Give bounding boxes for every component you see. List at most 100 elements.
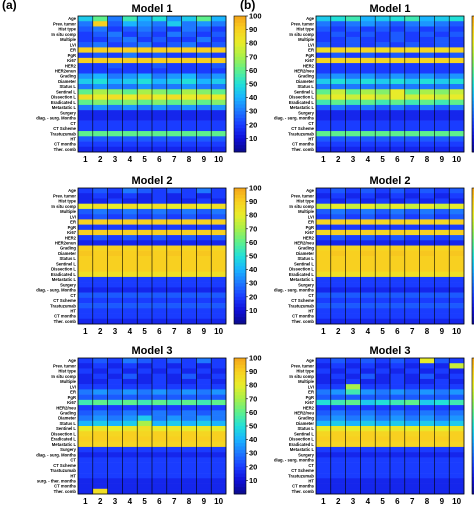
p3-cell — [196, 399, 212, 406]
p5-cell — [360, 266, 376, 272]
p4-cell — [434, 120, 450, 127]
p6-xtick-label: 10 — [452, 497, 461, 506]
p6-cell — [375, 478, 391, 484]
p2-cell — [122, 235, 138, 241]
p4-xtick-label: 3 — [351, 155, 356, 164]
p2-cell — [122, 276, 138, 283]
p3-cell — [92, 446, 108, 453]
p1-cell — [122, 68, 138, 74]
p4-ytick-label: HT — [308, 136, 314, 141]
p6-cell — [404, 446, 420, 453]
p6-ytick-label: Hist type — [296, 369, 314, 374]
p3-colorbar-segment — [234, 402, 246, 406]
p6-cell — [434, 358, 450, 364]
p5-cell — [390, 208, 406, 215]
p6-cell — [449, 478, 465, 484]
p4-cell — [390, 120, 406, 127]
p6-cell — [434, 389, 450, 395]
p3-cell — [78, 462, 94, 469]
p5-cell — [419, 318, 435, 325]
p4-colorbar-segment — [472, 36, 474, 41]
p1-cell — [152, 36, 168, 43]
p3-colorbar-segment — [234, 477, 246, 481]
p2-xtick-label: 3 — [113, 327, 118, 336]
p5-ytick-label: HER2/neu — [294, 240, 314, 245]
p2-ytick-label: Eradicated L — [51, 272, 77, 277]
p4-cell — [434, 42, 450, 48]
p4-ytick-label: Prev. tumor — [291, 21, 314, 26]
p6-colorbar-segment — [472, 490, 474, 495]
p5-cell — [360, 208, 376, 215]
p2-cell — [152, 256, 168, 262]
p3-cell — [196, 441, 212, 448]
p5-colorbar-segment — [472, 320, 474, 325]
p1-cell — [181, 57, 197, 64]
p3-cell — [78, 467, 94, 474]
p2-ytick-label: Dissection L — [51, 267, 76, 272]
p5-cell — [360, 224, 376, 231]
p3-cell — [196, 378, 212, 385]
p1-cell — [137, 99, 153, 106]
p2-cell — [196, 313, 212, 320]
p2-colorbar-tick-label: 60 — [249, 238, 257, 247]
p3-cell — [152, 410, 168, 416]
p4-cell — [330, 73, 346, 80]
p1-ytick-label: In situ comp — [51, 32, 76, 37]
p1-cell — [122, 36, 138, 43]
p1-cell — [166, 89, 182, 95]
p4-cell — [449, 141, 465, 148]
p1-ytick-label: Ther. comb — [54, 147, 77, 152]
p4-cell — [404, 125, 420, 132]
p6-cell — [419, 368, 435, 374]
p5-cell — [449, 229, 465, 236]
p4-colorbar-segment — [472, 73, 474, 78]
p1-cell — [196, 99, 212, 106]
p2-cell — [137, 214, 153, 220]
p1-colorbar-segment — [234, 63, 246, 68]
p4-cell — [345, 146, 361, 153]
p5-cell — [390, 256, 406, 262]
p1-colorbar-tick-label: 70 — [249, 52, 257, 61]
p1-cell — [78, 104, 94, 111]
p1-title: Model 1 — [132, 3, 173, 15]
p1-cell — [152, 84, 168, 90]
p5-cell — [375, 287, 391, 293]
p2-cell — [166, 297, 182, 304]
p6-cell — [360, 431, 376, 437]
p5-cell — [345, 282, 361, 288]
p3-colorbar-segment — [234, 388, 246, 393]
p1-cell — [78, 63, 94, 69]
p3-cell — [181, 420, 197, 427]
p5-cell — [316, 198, 332, 204]
p6-cell — [345, 452, 361, 458]
p1-cell — [107, 120, 123, 127]
p6-cell — [330, 488, 346, 495]
p6-cell — [419, 389, 435, 395]
p4-cell — [390, 26, 406, 32]
p3-cell — [92, 462, 108, 469]
p4-cell — [449, 31, 465, 38]
p3-cell — [196, 483, 212, 490]
p4-cell — [419, 68, 435, 74]
p4-cell — [375, 57, 391, 64]
p1-cell — [78, 110, 94, 116]
p6-cell — [390, 467, 406, 474]
p2-cell — [137, 271, 153, 278]
p2-cell — [137, 235, 153, 241]
p2-colorbar-tick-label: 50 — [249, 252, 257, 261]
p5-cell — [434, 240, 450, 246]
p2-cell — [181, 214, 197, 220]
p3-cell — [196, 436, 212, 442]
p1-ytick-label: ER — [70, 48, 76, 53]
p1-cell — [196, 104, 212, 111]
p4-cell — [330, 89, 346, 95]
p5-cell — [316, 240, 332, 246]
p2-cell — [181, 276, 197, 283]
p1-cell — [137, 125, 153, 132]
p2-cell — [211, 250, 227, 257]
p6-cell — [449, 452, 465, 458]
p4-colorbar-segment — [472, 43, 474, 47]
p2-cell — [196, 261, 212, 267]
p5-xtick-label: 9 — [440, 327, 445, 336]
p3-colorbar-segment — [234, 490, 246, 495]
